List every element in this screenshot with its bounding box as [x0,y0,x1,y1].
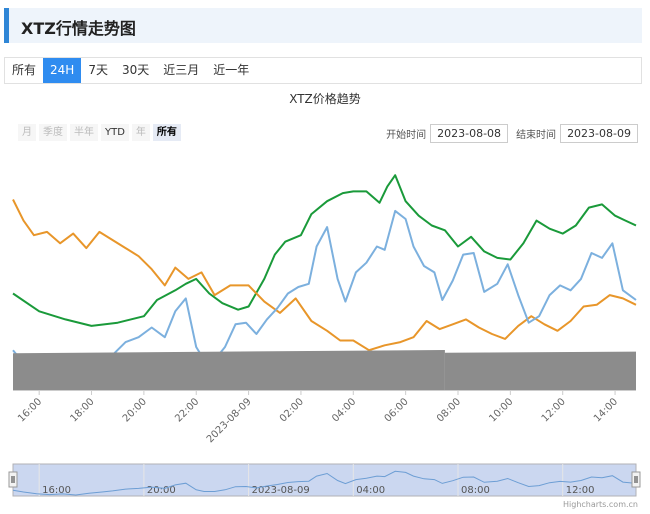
navigator-tick-label: 08:00 [461,485,490,496]
time-range-tabs: 所有 24H 7天 30天 近三月 近一年 [4,57,642,84]
date-range-inputs: 开始时间 2023-08-08 结束时间 2023-08-09 [386,124,638,143]
navigator-handle-left[interactable] [8,471,18,488]
navigator-tick-label: 16:00 [42,485,71,496]
navigator-tick-label: 04:00 [356,485,385,496]
x-tick-label: 16:00 [16,396,44,424]
x-tick-label: 22:00 [173,396,201,424]
x-tick-label: 08:00 [435,396,463,424]
x-tick-label: 14:00 [592,396,620,424]
tab-1y[interactable]: 近一年 [213,63,250,77]
range-quarter-button[interactable]: 季度 [39,124,67,141]
range-ytd-button[interactable]: YTD [101,124,129,141]
tab-30d[interactable]: 30天 [121,63,150,77]
x-tick-label: 02:00 [278,396,306,424]
x-tick-label: 12:00 [540,396,568,424]
series-line-blue [12,209,637,387]
chart-title: XTZ价格趋势 [289,92,361,106]
series-line-orange [12,199,637,352]
range-year-button[interactable]: 年 [131,124,150,141]
end-date-input[interactable]: 2023-08-09 [560,124,638,143]
navigator-handle-right[interactable] [631,471,641,488]
range-month-button[interactable]: 月 [18,124,36,141]
page-title: XTZ行情走势图 [21,19,136,38]
range-selector: 月 季度 半年 YTD 年 所有 [18,124,181,141]
navigator-tick-label: 2023-08-09 [252,485,310,496]
x-tick-label: 06:00 [383,396,411,424]
end-date-label: 结束时间 [516,130,557,141]
start-date-label: 开始时间 [386,130,427,141]
navigator-series-line [12,470,637,496]
x-tick-label: 2023-08-09 [205,396,254,445]
tab-3m[interactable]: 近三月 [163,63,200,77]
tab-all[interactable]: 所有 [12,63,37,77]
start-date-input[interactable]: 2023-08-08 [430,124,509,143]
range-all-button[interactable]: 所有 [152,124,181,141]
volume-area-0 [13,350,445,390]
x-tick-label: 20:00 [121,396,149,424]
x-tick-label: 04:00 [330,396,358,424]
x-tick-label: 10:00 [487,396,515,424]
series-line-green [12,174,637,327]
tab-24h[interactable]: 24H [43,58,82,83]
navigator-tick-label: 12:00 [566,485,595,496]
x-tick-label: 18:00 [68,396,96,424]
volume-area-1 [444,351,636,390]
page-header: XTZ行情走势图 [4,8,642,43]
chart-credit: Highcharts.com.cn [563,500,638,509]
navigator-tick-label: 20:00 [147,485,176,496]
range-halfyear-button[interactable]: 半年 [70,124,98,141]
tab-7d[interactable]: 7天 [88,63,108,77]
